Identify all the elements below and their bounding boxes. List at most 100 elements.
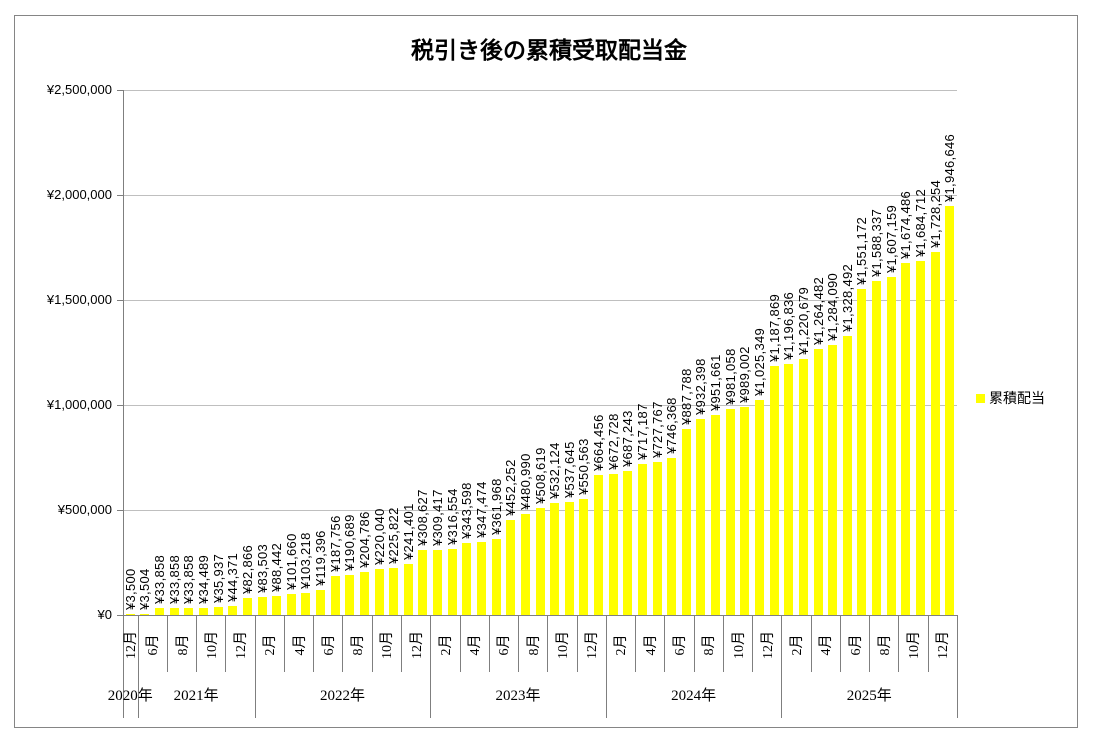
month-tick-label: 2月 bbox=[438, 634, 454, 656]
month-separator-tick bbox=[576, 615, 578, 672]
bar bbox=[520, 514, 530, 615]
bar bbox=[550, 503, 560, 615]
year-label: 2025年 bbox=[846, 688, 892, 704]
bar bbox=[198, 608, 208, 615]
y-axis-tick bbox=[117, 615, 123, 616]
bar-value-label: ¥190,689 bbox=[342, 514, 358, 571]
legend-series-label: 累積配当 bbox=[989, 390, 1045, 406]
month-tick-label: 10月 bbox=[204, 631, 220, 659]
y-axis-label: ¥2,500,000 bbox=[46, 82, 112, 97]
bar bbox=[623, 471, 633, 615]
month-separator-tick bbox=[459, 615, 461, 672]
bar-value-label: ¥83,503 bbox=[254, 543, 270, 593]
month-separator-tick bbox=[166, 615, 168, 672]
bar-value-label: ¥989,002 bbox=[737, 346, 753, 403]
bar-value-label: ¥82,866 bbox=[239, 544, 255, 594]
bar bbox=[257, 597, 267, 615]
month-separator-tick bbox=[635, 615, 637, 672]
bar bbox=[374, 569, 384, 615]
bar-value-label: ¥33,858 bbox=[166, 554, 182, 604]
bar-value-label: ¥1,196,836 bbox=[781, 291, 797, 360]
bar-value-label: ¥34,489 bbox=[195, 554, 211, 604]
bar bbox=[842, 336, 852, 615]
bar bbox=[228, 606, 238, 615]
bar bbox=[696, 419, 706, 615]
bar bbox=[169, 608, 179, 615]
bar-value-label: ¥664,456 bbox=[591, 414, 607, 471]
bar bbox=[667, 458, 677, 615]
bar-value-label: ¥1,025,349 bbox=[751, 327, 767, 396]
y-axis-label: ¥0 bbox=[97, 607, 112, 622]
bar bbox=[930, 252, 940, 615]
bar-value-label: ¥1,588,337 bbox=[869, 208, 885, 277]
bar bbox=[681, 429, 691, 615]
bar-value-label: ¥1,328,492 bbox=[839, 263, 855, 332]
bar-value-label: ¥101,660 bbox=[283, 533, 299, 590]
bar bbox=[535, 508, 545, 615]
bar bbox=[316, 590, 326, 615]
bar bbox=[272, 596, 282, 615]
bar-value-label: ¥1,220,679 bbox=[795, 286, 811, 355]
month-tick-label: 6月 bbox=[146, 634, 162, 656]
month-separator-tick bbox=[342, 615, 344, 672]
category-axis-start-tick bbox=[123, 615, 124, 718]
gridline bbox=[123, 90, 957, 91]
chart-border bbox=[14, 15, 1078, 728]
bar bbox=[740, 407, 750, 615]
month-tick-label: 2月 bbox=[263, 634, 279, 656]
month-tick-label: 2月 bbox=[790, 634, 806, 656]
bar bbox=[213, 607, 223, 615]
bar-value-label: ¥746,368 bbox=[664, 397, 680, 454]
bar bbox=[359, 572, 369, 615]
bar bbox=[462, 543, 472, 615]
bar bbox=[886, 277, 896, 615]
month-tick-label: 8月 bbox=[702, 634, 718, 656]
bar-value-label: ¥1,674,486 bbox=[898, 190, 914, 259]
month-separator-tick bbox=[869, 615, 871, 672]
bar-value-label: ¥33,858 bbox=[152, 554, 168, 604]
bar-value-label: ¥308,627 bbox=[415, 489, 431, 546]
bar-value-label: ¥241,401 bbox=[400, 503, 416, 560]
bar-value-label: ¥343,598 bbox=[459, 482, 475, 539]
bar bbox=[403, 564, 413, 615]
month-tick-label: 8月 bbox=[351, 634, 367, 656]
month-tick-label: 8月 bbox=[526, 634, 542, 656]
year-separator-tick bbox=[430, 615, 432, 718]
bar-value-label: ¥537,645 bbox=[561, 441, 577, 498]
bar bbox=[330, 576, 340, 615]
year-separator-tick bbox=[957, 615, 958, 718]
year-separator-tick bbox=[254, 615, 256, 718]
bar bbox=[155, 608, 165, 615]
bar-value-label: ¥3,504 bbox=[137, 568, 153, 610]
bar-value-label: ¥309,417 bbox=[430, 489, 446, 546]
year-label: 2020年 bbox=[107, 688, 153, 704]
bar bbox=[140, 614, 150, 615]
bar-value-label: ¥1,187,869 bbox=[766, 293, 782, 362]
bar bbox=[828, 345, 838, 615]
month-separator-tick bbox=[371, 615, 373, 672]
bar bbox=[652, 462, 662, 615]
gridline bbox=[123, 300, 957, 301]
bar bbox=[447, 549, 457, 615]
month-tick-label: 6月 bbox=[497, 634, 513, 656]
bar bbox=[433, 550, 443, 615]
month-tick-label: 8月 bbox=[175, 634, 191, 656]
bar-value-label: ¥3,500 bbox=[122, 568, 138, 610]
bar-value-label: ¥347,474 bbox=[473, 481, 489, 538]
bar-value-label: ¥951,661 bbox=[708, 354, 724, 411]
bar-value-label: ¥550,563 bbox=[576, 438, 592, 495]
bar bbox=[564, 502, 574, 615]
bar-value-label: ¥480,990 bbox=[517, 453, 533, 510]
bar-value-label: ¥717,187 bbox=[634, 403, 650, 460]
y-axis-tick bbox=[117, 300, 123, 301]
month-separator-tick bbox=[664, 615, 666, 672]
bar bbox=[418, 550, 428, 615]
bar bbox=[798, 359, 808, 615]
bar-value-label: ¥672,728 bbox=[605, 413, 621, 470]
month-tick-label: 4月 bbox=[468, 634, 484, 656]
year-separator-tick bbox=[605, 615, 607, 718]
bar-value-label: ¥119,396 bbox=[313, 530, 329, 586]
y-axis-line bbox=[123, 90, 124, 615]
bar bbox=[915, 261, 925, 615]
